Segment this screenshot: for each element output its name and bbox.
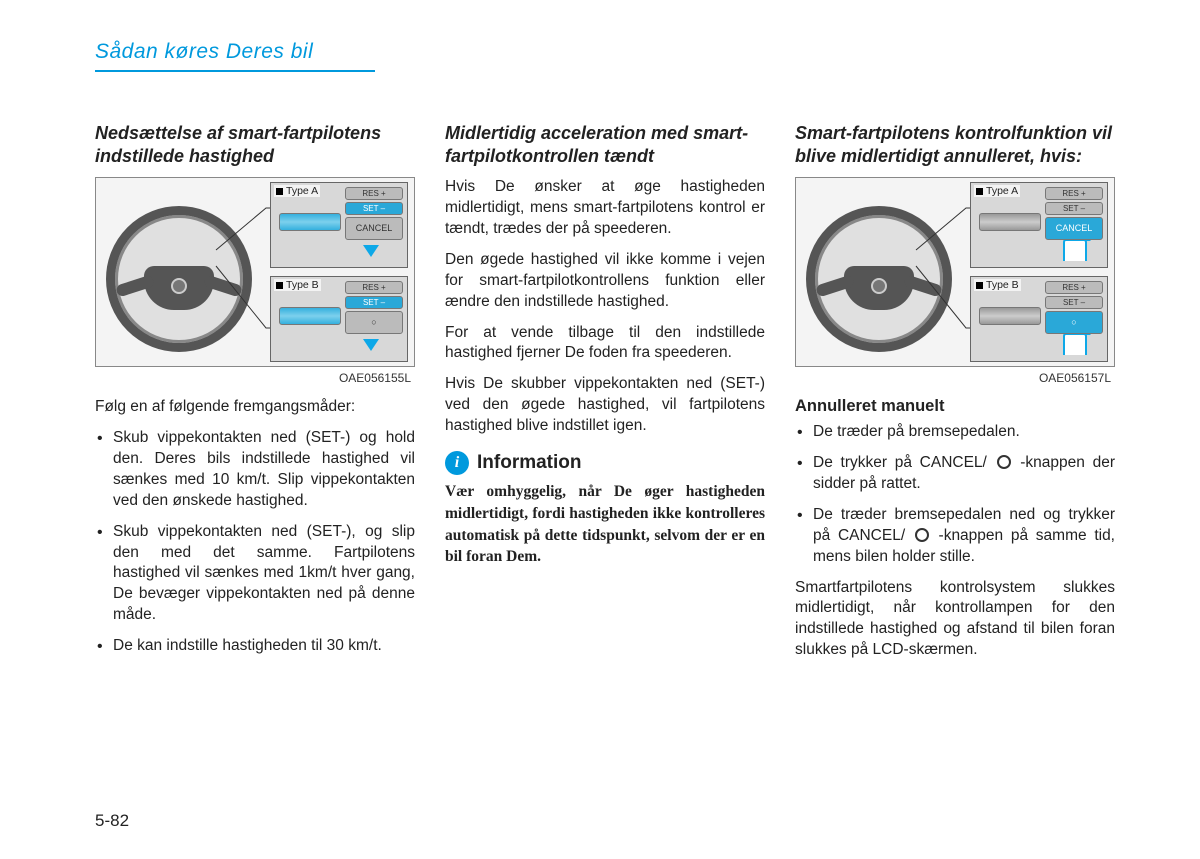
arrow-down-icon <box>363 245 379 257</box>
lever-a <box>979 213 1041 231</box>
res-plus-button: RES + <box>345 281 403 294</box>
col2-para: For at vende tilbage til den indstillede… <box>445 323 765 365</box>
set-minus-button: SET – <box>345 202 403 215</box>
col1-heading: Nedsættelse af smart-fartpilotens indsti… <box>95 122 415 167</box>
control-panel-type-a: Type A RES + SET – CANCEL <box>270 182 408 268</box>
arrow-down-icon <box>363 339 379 351</box>
page-section-title: Sådan køres Deres bil <box>95 40 375 72</box>
lever-b <box>979 307 1041 325</box>
info-body: Vær omhyggelig, når De øger hastigheden … <box>445 481 765 568</box>
list-item: Skub vippekontakten ned (SET-), og slip … <box>95 522 415 627</box>
panel-a-label: Type A <box>274 185 320 197</box>
arrow-up-icon <box>1063 333 1087 355</box>
col3-figure-caption: OAE056157L <box>795 371 1115 385</box>
col2-para: Den øgede hastighed vil ikke komme i vej… <box>445 250 765 313</box>
control-panel-type-a: Type A RES + SET – CANCEL <box>970 182 1108 268</box>
col1-intro: Følg en af følgende fremgangsmåder: <box>95 397 415 418</box>
cancel-button: CANCEL <box>345 217 403 240</box>
control-panel-type-b: Type B RES + SET – ○ <box>970 276 1108 362</box>
bullet-text: De træder bremsepedalen ned og trykker p… <box>813 506 1115 565</box>
bullet-text: De trykker på CANCEL/ -knappen der sidde… <box>813 454 1115 492</box>
col3-tail: Smartfartpilotens kontrolsystem slukkes … <box>795 578 1115 662</box>
col1-figure: Type A RES + SET – CANCEL Type B RES + S… <box>95 177 415 367</box>
col2-para: Hvis De skubber vippekontakten ned (SET-… <box>445 374 765 437</box>
info-label: Information <box>477 452 582 474</box>
arrow-up-icon <box>1063 239 1087 261</box>
col3-heading: Smart-fartpilotens kontrolfunktion vil b… <box>795 122 1115 167</box>
list-item: De kan indstille hastigheden til 30 km/t… <box>95 636 415 657</box>
column-2: Midlertidig acceleration med smart-fartp… <box>445 122 765 671</box>
col3-subheading: Annulleret manuelt <box>795 397 1115 416</box>
col1-figure-caption: OAE056155L <box>95 371 415 385</box>
information-callout: i Information <box>445 451 765 475</box>
panel-a-label: Type A <box>974 185 1020 197</box>
col3-figure: Type A RES + SET – CANCEL Type B RES + S… <box>795 177 1115 367</box>
control-panel-type-b: Type B RES + SET – ○ <box>270 276 408 362</box>
button-stack-a: RES + SET – CANCEL <box>1045 187 1103 240</box>
list-item: De trykker på CANCEL/ -knappen der sidde… <box>795 453 1115 495</box>
col2-heading: Midlertidig acceleration med smart-fartp… <box>445 122 765 167</box>
info-icon: i <box>445 451 469 475</box>
panel-b-label: Type B <box>974 279 1021 291</box>
lever-highlight-a <box>279 213 341 231</box>
column-3: Smart-fartpilotens kontrolfunktion vil b… <box>795 122 1115 671</box>
cancel-button-highlight: CANCEL <box>1045 217 1103 240</box>
list-item: Skub vippekontakten ned (SET-) og hold d… <box>95 428 415 512</box>
res-plus-button: RES + <box>1045 281 1103 294</box>
res-plus-button: RES + <box>1045 187 1103 200</box>
res-plus-button: RES + <box>345 187 403 200</box>
button-stack-b: RES + SET – ○ <box>345 281 403 334</box>
col1-bullets: Skub vippekontakten ned (SET-) og hold d… <box>95 428 415 657</box>
circle-button-highlight: ○ <box>1045 311 1103 334</box>
col3-bullets: De træder på bremsepedalen. De trykker p… <box>795 422 1115 568</box>
page-number: 5-82 <box>95 811 129 831</box>
col2-para: Hvis De ønsker at øge hastigheden midler… <box>445 177 765 240</box>
button-stack-b: RES + SET – ○ <box>1045 281 1103 334</box>
set-minus-button: SET – <box>1045 202 1103 215</box>
column-1: Nedsættelse af smart-fartpilotens indsti… <box>95 122 415 671</box>
circle-button: ○ <box>345 311 403 334</box>
button-stack-a: RES + SET – CANCEL <box>345 187 403 240</box>
list-item: De træder på bremsepedalen. <box>795 422 1115 443</box>
list-item: De træder bremsepedalen ned og trykker p… <box>795 505 1115 568</box>
panel-b-label: Type B <box>274 279 321 291</box>
set-minus-button: SET – <box>345 296 403 309</box>
set-minus-button: SET – <box>1045 296 1103 309</box>
lever-highlight-b <box>279 307 341 325</box>
content-columns: Nedsættelse af smart-fartpilotens indsti… <box>95 122 1115 671</box>
